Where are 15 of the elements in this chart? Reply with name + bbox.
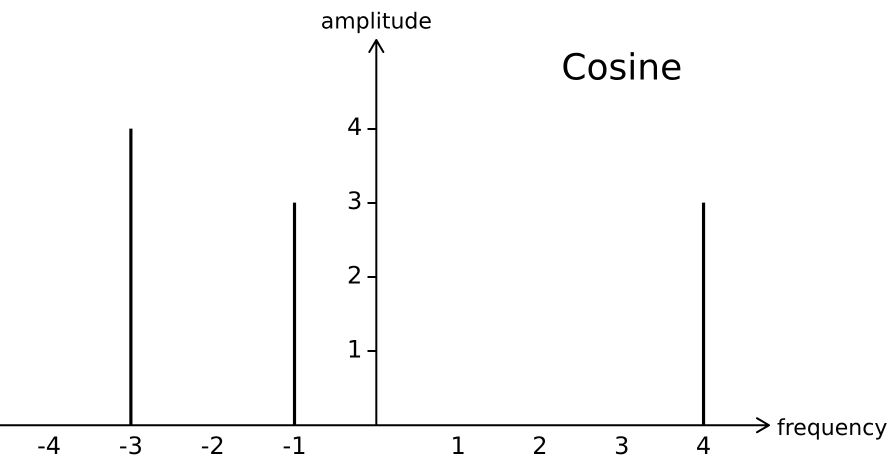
y-tick-label: 2 xyxy=(347,261,362,290)
x-tick-label: 1 xyxy=(450,432,466,460)
x-tick-label: -2 xyxy=(200,432,225,460)
y-axis-title: amplitude xyxy=(320,10,432,35)
x-tick-label: -1 xyxy=(282,432,306,460)
y-tick-label: 3 xyxy=(347,187,362,216)
y-tick-label: 4 xyxy=(347,113,362,142)
chart-title: Cosine xyxy=(561,47,682,88)
x-tick-label: 2 xyxy=(532,432,548,460)
x-tick-label: -4 xyxy=(37,432,62,460)
x-tick-label: -3 xyxy=(118,432,143,460)
x-axis-title: frequency xyxy=(777,416,888,441)
y-tick-label: 1 xyxy=(347,335,362,364)
x-tick-label: 3 xyxy=(614,432,630,460)
x-tick-label: 4 xyxy=(696,432,712,460)
